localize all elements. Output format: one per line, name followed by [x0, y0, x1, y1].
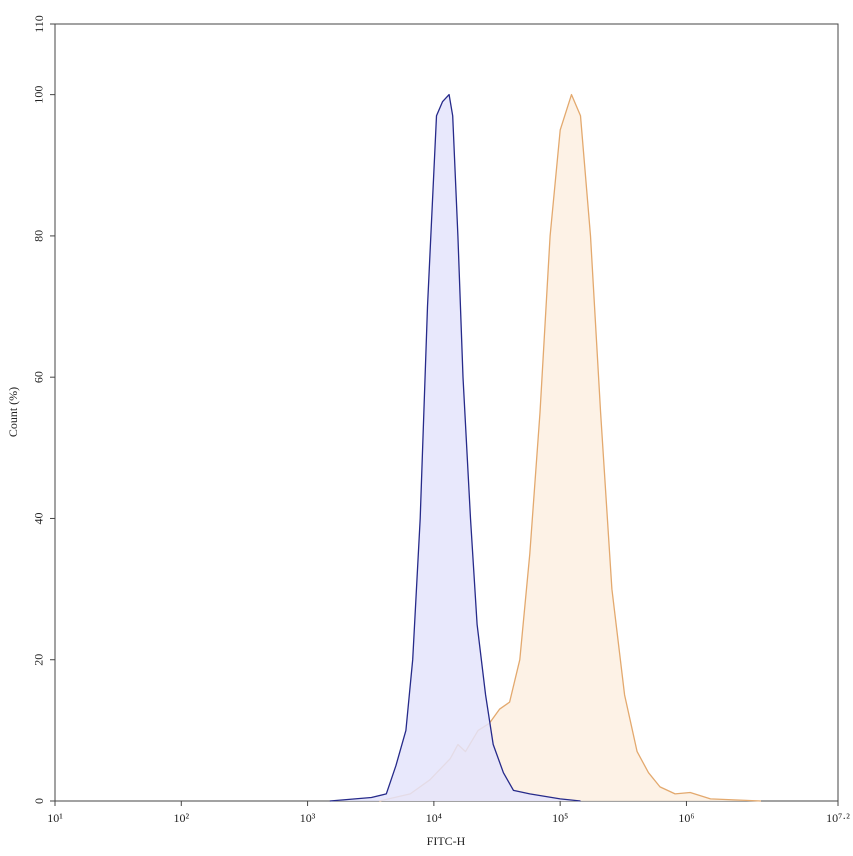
- x-tick-label: 10¹: [47, 811, 63, 825]
- x-tick-label: 10⁶: [678, 811, 694, 825]
- histogram-area: [329, 94, 581, 802]
- x-tick-label: 10⁵: [552, 811, 568, 825]
- y-tick-label: 100: [32, 86, 46, 104]
- y-axis-label: Count (%): [6, 387, 20, 437]
- y-tick-label: 0: [32, 798, 46, 804]
- y-tick-label: 20: [32, 654, 46, 666]
- y-tick-label: 80: [32, 230, 46, 242]
- x-tick-label: 10⁴: [426, 811, 442, 825]
- x-tick-label: 10⁷·²: [826, 811, 850, 825]
- histogram-area: [379, 94, 761, 802]
- y-tick-label: 40: [32, 512, 46, 524]
- x-tick-label: 10²: [173, 811, 189, 825]
- y-tick-label: 60: [32, 371, 46, 383]
- y-tick-label: 110: [32, 15, 46, 33]
- x-axis-label: FITC-H: [427, 834, 466, 848]
- histogram-line: [329, 93, 581, 802]
- x-tick-label: 10³: [300, 811, 316, 825]
